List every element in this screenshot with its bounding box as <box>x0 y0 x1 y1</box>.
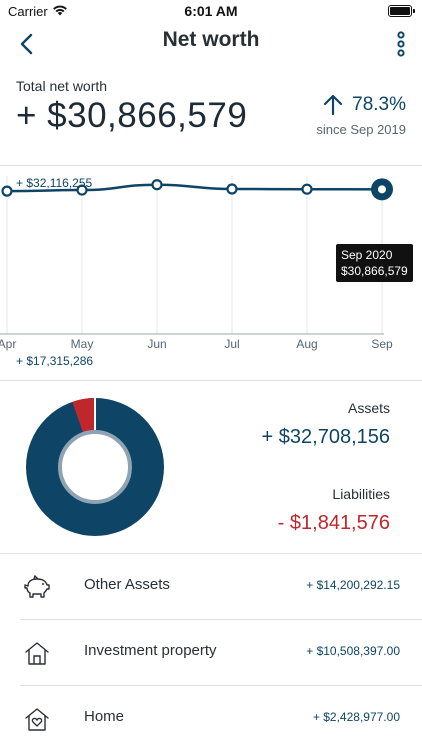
account-amount: + $14,200,292.15 <box>306 578 400 592</box>
assets-liabilities-donut <box>26 398 164 536</box>
x-tick-label: Jul <box>224 337 239 351</box>
net-worth-chart[interactable]: Apr May Jun Jul Aug Sep <box>0 166 422 380</box>
account-amount: + $10,508,397.00 <box>306 644 400 658</box>
clock: 6:01 AM <box>184 3 238 19</box>
piggy-bank-icon <box>24 574 50 598</box>
liabilities-arc <box>26 398 164 536</box>
arrow-up-icon <box>324 94 343 116</box>
tooltip-date: Sep 2020 <box>341 248 393 262</box>
account-row-investment-property[interactable]: Investment property + $10,508,397.00 <box>20 620 422 686</box>
x-tick-label: Aug <box>296 337 317 351</box>
chart-tooltip: Sep 2020 $30,866,579 <box>336 244 413 282</box>
assets-label: Assets <box>347 400 390 416</box>
tooltip-value: $30,866,579 <box>341 264 408 278</box>
total-net-worth-label: Total net worth <box>16 78 108 94</box>
more-options-icon[interactable] <box>396 30 406 58</box>
x-tick-label: Apr <box>0 337 16 351</box>
account-amount: + $2,428,977.00 <box>312 710 400 724</box>
carrier-label: Carrier <box>8 4 48 19</box>
account-row-other-assets[interactable]: Other Assets + $14,200,292.15 <box>20 554 422 620</box>
home-heart-icon <box>25 708 49 731</box>
page-title: Net worth <box>162 28 260 51</box>
growth-percent: 78.3% <box>352 94 406 115</box>
assets-value: + $32,708,156 <box>261 426 390 448</box>
liabilities-label: Liabilities <box>332 486 390 502</box>
wifi-icon <box>53 5 67 16</box>
divider <box>0 553 422 554</box>
row-divider <box>20 685 422 686</box>
nav-bar: Net worth <box>0 24 422 64</box>
chart-min-label: + $17,315,286 <box>16 354 94 368</box>
account-name: Other Assets <box>84 576 170 593</box>
divider <box>0 380 422 381</box>
data-point[interactable] <box>1 185 13 197</box>
row-divider <box>20 619 422 620</box>
account-name: Investment property <box>84 642 217 659</box>
series-line <box>6 183 383 193</box>
total-net-worth-value: + $30,866,579 <box>16 96 248 135</box>
back-arrow-icon[interactable] <box>14 30 42 58</box>
donut-inner-ring <box>58 430 132 504</box>
net-worth-chart-svg: Apr May Jun Jul Aug Sep <box>0 176 393 351</box>
account-name: Home <box>84 708 125 725</box>
x-tick-label: Jun <box>147 337 166 351</box>
status-bar: Carrier 6:01 AM <box>0 0 422 24</box>
liabilities-value: - $1,841,576 <box>277 512 390 534</box>
house-icon <box>25 642 49 665</box>
account-row-home[interactable]: Home + $2,428,977.00 <box>20 686 422 750</box>
x-tick-label: May <box>71 337 94 351</box>
data-point[interactable] <box>226 183 238 195</box>
data-point[interactable] <box>301 183 313 195</box>
divider <box>0 165 422 166</box>
growth-indicator: 78.3% <box>322 94 406 116</box>
growth-since-label: since Sep 2019 <box>316 122 406 137</box>
battery-icon <box>388 5 415 17</box>
selected-point-center <box>378 185 386 194</box>
data-point[interactable] <box>76 184 88 196</box>
data-point[interactable] <box>151 179 163 191</box>
chart-max-label: + $32,116,255 <box>16 176 93 190</box>
x-tick-label: Sep <box>371 337 393 351</box>
